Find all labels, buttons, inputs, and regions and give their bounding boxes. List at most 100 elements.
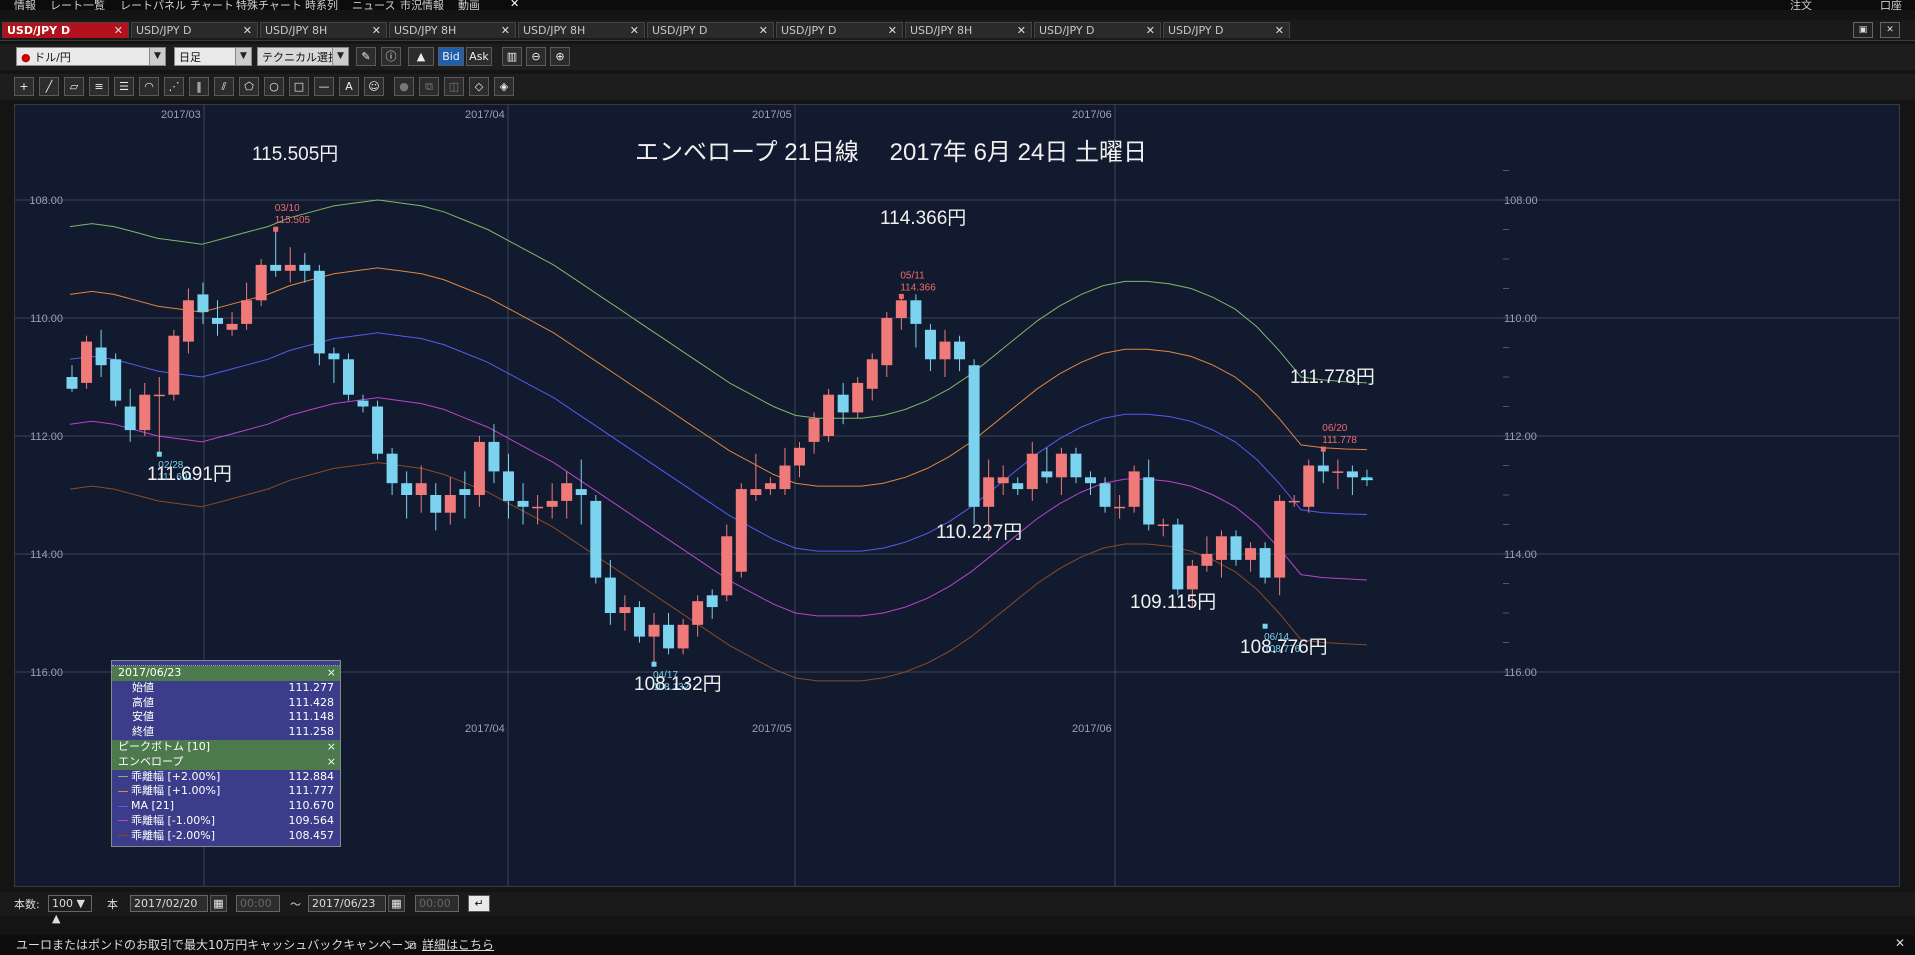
envelope-label: 乖離幅 [+1.00%] (131, 784, 221, 798)
tab-usdjpy-d-1[interactable]: USD/JPY D ✕ (2, 22, 129, 38)
chevron-down-icon[interactable]: ▼ (332, 48, 348, 65)
technical-select[interactable]: テクニカル選択 ▼ (257, 47, 349, 66)
tab-usdjpy-d-3[interactable]: USD/JPY D ✕ (647, 22, 774, 38)
price-annotation: 111.691円 (147, 464, 232, 485)
smiley-icon[interactable]: ☺ (364, 77, 384, 96)
drag-handle[interactable] (112, 661, 340, 666)
candle-body (503, 471, 514, 501)
candle-body (226, 323, 238, 330)
close-icon[interactable]: ✕ (500, 24, 510, 37)
tab-usdjpy-d-6[interactable]: USD/JPY D ✕ (1163, 22, 1290, 38)
candle-body (954, 341, 966, 360)
symbol-select[interactable]: ● ドル/円 ▼ (16, 47, 166, 66)
menu-close-icon[interactable]: ✕ (510, 0, 520, 10)
close-icon[interactable]: ✕ (371, 24, 381, 37)
tab-usdjpy-8h-1[interactable]: USD/JPY 8H ✕ (260, 22, 387, 38)
chevron-down-icon[interactable]: ▼ (235, 48, 251, 65)
chart-canvas[interactable]: 116.00 116.00 114.00 114.00 112.00 112.00 110.… (15, 105, 1899, 886)
close-icon[interactable]: ✕ (1894, 936, 1905, 950)
close-window-icon[interactable]: ✕ (1880, 22, 1900, 38)
trendline-icon[interactable]: ╱ (39, 77, 59, 96)
menu-item-rate-panel[interactable]: レートパネル (120, 0, 186, 10)
tab-usdjpy-8h-2[interactable]: USD/JPY 8H ✕ (389, 22, 516, 38)
close-icon[interactable]: ✕ (1016, 24, 1026, 37)
close-icon[interactable]: ✕ (1274, 24, 1284, 37)
peak-marker (1262, 623, 1268, 629)
fibonacci-icon[interactable]: ☰ (114, 77, 134, 96)
menu-item-chart[interactable]: チャート (190, 0, 234, 10)
from-time-field[interactable]: 00:00 (236, 895, 280, 912)
count-stepper[interactable]: 100 ▼ ▲ (48, 895, 92, 925)
circle-icon[interactable]: ○ (264, 77, 284, 96)
pen-icon[interactable]: ✎ (356, 47, 376, 66)
candle-body (633, 607, 645, 637)
order-button[interactable]: 注文 (1790, 0, 1812, 10)
menu-item-market[interactable]: 市況情報 (400, 0, 444, 10)
account-button[interactable]: 口座 (1880, 0, 1902, 10)
pitchfork-icon[interactable]: ⫽ (214, 77, 234, 96)
close-icon[interactable]: ✕ (113, 24, 123, 37)
tab-usdjpy-8h-3[interactable]: USD/JPY 8H ✕ (518, 22, 645, 38)
eraser-icon[interactable]: ◇ (469, 77, 489, 96)
candle-body (561, 483, 573, 501)
info-panel[interactable]: 2017/06/23 × 始値 111.277 高値 111.428 安値 111.1… (111, 660, 341, 847)
chart-type-icon[interactable]: ▥ (502, 47, 522, 66)
vertical-lines-icon[interactable]: ‖ (189, 77, 209, 96)
arc-icon[interactable]: ◠ (139, 77, 159, 96)
tab-label: USD/JPY 8H (394, 24, 457, 37)
tab-usdjpy-d-2[interactable]: USD/JPY D ✕ (131, 22, 258, 38)
close-icon[interactable]: ✕ (758, 24, 768, 37)
tab-usdjpy-8h-4[interactable]: USD/JPY 8H ✕ (905, 22, 1032, 38)
text-icon[interactable]: A (339, 77, 359, 96)
erase-all-icon[interactable]: ◈ (494, 77, 514, 96)
line-icon[interactable]: — (314, 77, 334, 96)
ask-button[interactable]: Ask (466, 47, 492, 66)
horizontal-lines-icon[interactable]: ≡ (89, 77, 109, 96)
calendar-icon[interactable]: ▦ (210, 895, 227, 912)
color-icon[interactable]: ● (394, 77, 414, 96)
ohlc-label: 高値 (132, 695, 154, 709)
menu-item-rate-list[interactable]: レート一覧 (50, 0, 105, 10)
tab-bar: USD/JPY D ✕ USD/JPY D ✕ USD/JPY 8H ✕ USD/JP… (0, 20, 1915, 41)
chevron-down-icon[interactable]: ▼ (76, 897, 85, 910)
timeframe-select[interactable]: 日足 ▼ (174, 47, 252, 66)
menu-item-video[interactable]: 動画 (458, 0, 480, 10)
close-icon[interactable]: ✕ (629, 24, 639, 37)
ruler-icon[interactable]: ▱ (64, 77, 84, 96)
close-icon[interactable]: × (326, 666, 336, 679)
calendar-icon[interactable]: ▦ (388, 895, 405, 912)
fan-icon[interactable]: ⋰ (164, 77, 184, 96)
tab-usdjpy-d-4[interactable]: USD/JPY D ✕ (776, 22, 903, 38)
to-time-field[interactable]: 00:00 (415, 895, 459, 912)
from-date-field[interactable]: 2017/02/20 (130, 895, 208, 912)
close-icon[interactable]: ✕ (1145, 24, 1155, 37)
zoom-out-icon[interactable]: ⊖ (526, 47, 546, 66)
close-icon[interactable]: ✕ (242, 24, 252, 37)
pentagon-icon[interactable]: ⬠ (239, 77, 259, 96)
zoom-in-icon[interactable]: ⊕ (550, 47, 570, 66)
close-icon[interactable]: ✕ (887, 24, 897, 37)
close-icon[interactable]: × (326, 739, 336, 753)
layer-icon[interactable]: ◫ (444, 77, 464, 96)
maximize-icon[interactable]: ▣ (1853, 22, 1873, 38)
rectangle-icon[interactable]: □ (289, 77, 309, 96)
copy-icon[interactable]: ⧉ (419, 77, 439, 96)
area-chart-icon[interactable]: ▲ (408, 47, 434, 66)
campaign-link[interactable]: 詳細はこちら (422, 938, 495, 952)
crosshair-icon[interactable]: + (14, 77, 34, 96)
bid-button[interactable]: Bid (438, 47, 464, 66)
chevron-down-icon[interactable]: ▼ (149, 48, 165, 65)
menu-item-info[interactable]: 情報 (14, 0, 36, 10)
range-bar: 本数: 100 ▼ ▲ 本 2017/02/20 ▦ 00:00 ～ 2017/… (0, 892, 1915, 925)
tab-usdjpy-d-5[interactable]: USD/JPY D ✕ (1034, 22, 1161, 38)
menu-item-special-chart[interactable]: 特殊チャート (236, 0, 302, 10)
candle-body (488, 441, 500, 472)
chevron-up-icon[interactable]: ▲ (52, 912, 61, 925)
refresh-icon[interactable]: ↵ (468, 895, 490, 912)
menu-item-news[interactable]: ニュース (352, 0, 396, 10)
menu-item-timeseries[interactable]: 時系列 (305, 0, 338, 10)
candle-body (1186, 565, 1198, 590)
close-icon[interactable]: × (326, 754, 336, 768)
info-icon[interactable]: ⓘ (381, 47, 401, 66)
to-date-field[interactable]: 2017/06/23 (308, 895, 386, 912)
